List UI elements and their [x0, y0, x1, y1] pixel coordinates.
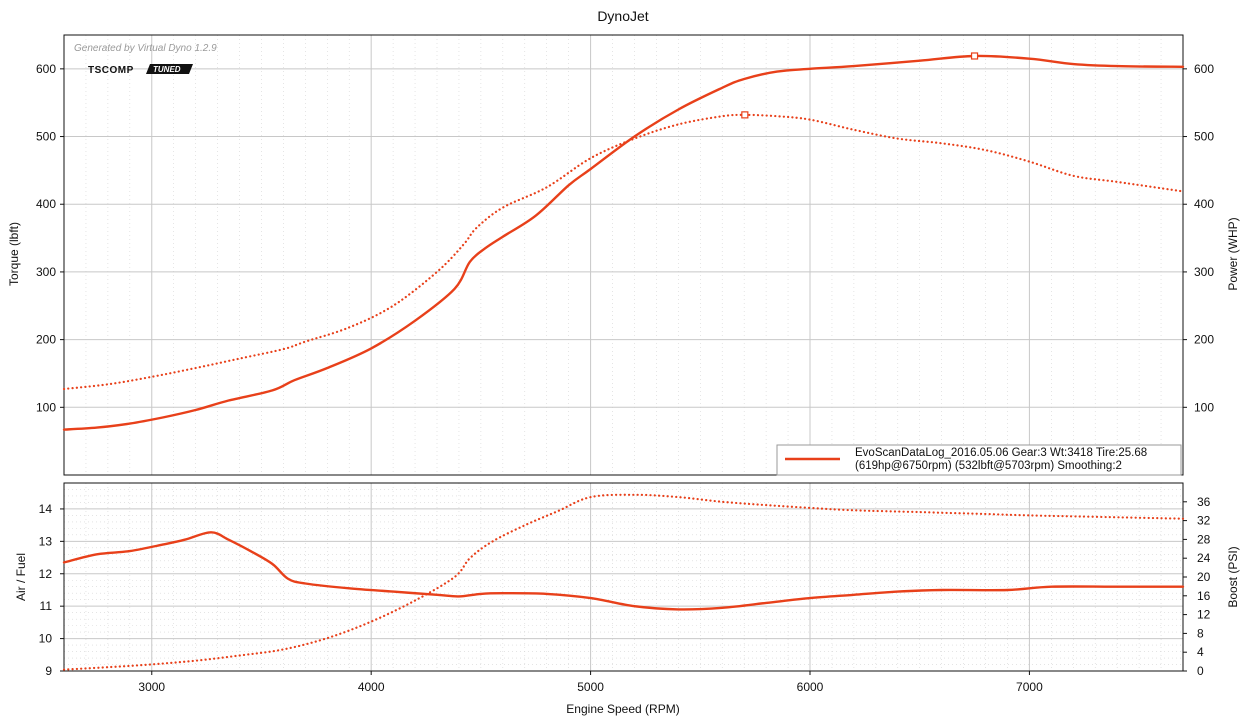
power-tick-label: 400: [1194, 197, 1214, 211]
boost-axis-ticks: 0 4 8 12 16 20 24 28 32 36: [1183, 495, 1211, 678]
bottom-dotted-series-line: [62, 493, 1185, 671]
boost-tick-label: 20: [1197, 570, 1211, 584]
logo-badge-text: TUNED: [153, 65, 181, 74]
boost-tick-label: 8: [1197, 626, 1204, 640]
boost-tick-label: 36: [1197, 495, 1211, 509]
legend-line-2: (619hp@6750rpm) (532lbft@5703rpm) Smooth…: [855, 460, 1122, 472]
boost-tick-label: 32: [1197, 514, 1211, 528]
rpm-tick-label: 4000: [358, 680, 385, 694]
top-grid: [64, 35, 1183, 475]
rpm-tick-label: 3000: [138, 680, 165, 694]
torque-power-plot: Generated by Virtual Dyno 1.2.9 TSCOMP T…: [7, 34, 1240, 476]
logo-badge: [146, 64, 193, 74]
top-solid-series-line: [62, 54, 1185, 431]
rpm-tick-label: 7000: [1016, 680, 1043, 694]
peak-marker: [970, 52, 979, 60]
power-tick-label: 100: [1194, 400, 1214, 414]
rpm-tick-label: 5000: [577, 680, 604, 694]
afr-tick-label: 12: [39, 567, 53, 581]
boost-tick-label: 16: [1197, 589, 1211, 603]
boost-tick-label: 4: [1197, 645, 1204, 659]
torque-tick-label: 600: [36, 62, 56, 76]
afr-tick-label: 9: [45, 664, 52, 678]
peak-marker: [741, 111, 749, 119]
bottom-solid-series-line: [62, 531, 1185, 611]
torque-tick-label: 400: [36, 197, 56, 211]
chart-title: DynoJet: [597, 8, 648, 24]
legend-line-1: EvoScanDataLog_2016.05.06 Gear:3 Wt:3418…: [855, 447, 1147, 459]
afr-axis-ticks: 9 10 11 12 13 14: [39, 502, 64, 678]
power-tick-label: 600: [1194, 62, 1214, 76]
top-plot-frame: [63, 34, 1184, 476]
afr-tick-label: 10: [39, 632, 53, 646]
rpm-axis-label: Engine Speed (RPM): [566, 702, 679, 716]
legend-box: [776, 444, 1182, 476]
afr-boost-plot: 9 10 11 12 13 14 0 4 8 12 16 20 24 28 32 36 Air / Fuel…: [14, 482, 1240, 678]
torque-tick-label: 200: [36, 333, 56, 347]
afr-axis-label: Air / Fuel: [14, 553, 28, 601]
bottom-grid: [64, 482, 1183, 671]
power-tick-label: 300: [1194, 265, 1214, 279]
generator-watermark: Generated by Virtual Dyno 1.2.9: [74, 43, 217, 54]
torque-axis-label: Torque (lbft): [7, 222, 21, 286]
afr-tick-label: 11: [40, 599, 53, 613]
torque-tick-label: 300: [36, 265, 56, 279]
bottom-plot-frame: [63, 482, 1184, 672]
rpm-tick-label: 6000: [797, 680, 824, 694]
legend: EvoScanDataLog_2016.05.06 Gear:3 Wt:3418…: [776, 444, 1182, 476]
power-tick-label: 500: [1194, 130, 1214, 144]
bottom-series: [62, 493, 1185, 671]
tscomp-logo: TSCOMP TUNED: [88, 64, 193, 76]
boost-tick-label: 0: [1197, 664, 1204, 678]
afr-tick-label: 13: [39, 534, 53, 548]
top-dotted-series-line: [62, 113, 1185, 391]
rpm-axis-ticks: 3000 4000 5000 6000 7000: [138, 671, 1043, 694]
top-series: [62, 52, 1185, 431]
boost-tick-label: 24: [1197, 551, 1211, 565]
logo-text: TSCOMP: [88, 65, 134, 76]
torque-axis-ticks: 100 200 300 400 500 600: [36, 62, 64, 414]
boost-tick-label: 12: [1197, 608, 1211, 622]
boost-axis-label: Boost (PSI): [1226, 546, 1240, 607]
power-tick-label: 200: [1194, 333, 1214, 347]
power-axis-ticks: 100 200 300 400 500 600: [1183, 62, 1214, 414]
power-axis-label: Power (WHP): [1226, 217, 1240, 290]
afr-tick-label: 14: [39, 502, 53, 516]
torque-tick-label: 100: [36, 400, 56, 414]
torque-tick-label: 500: [36, 130, 56, 144]
boost-tick-label: 28: [1197, 532, 1211, 546]
